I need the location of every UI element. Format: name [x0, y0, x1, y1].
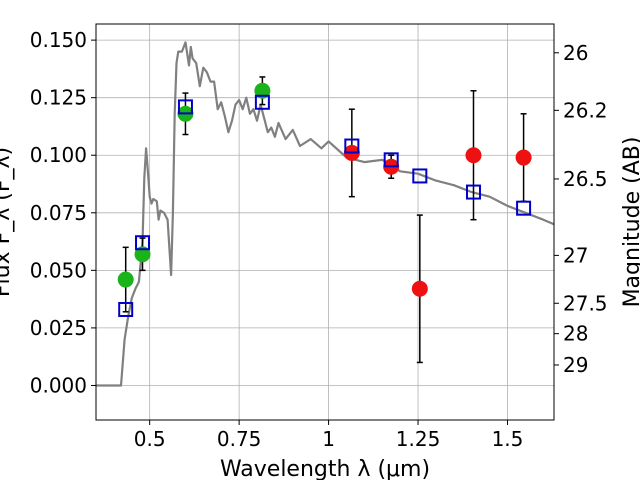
- y-tick-label: 0.025: [30, 316, 87, 340]
- x-tick-label: 1: [322, 427, 335, 451]
- model-spectrum-layer: [96, 41, 555, 387]
- data-point-square: [383, 152, 399, 168]
- data-point-square: [118, 301, 134, 317]
- y-axis-ticks: 0.000 0.025 0.050 0.075 0.100 0.125 0.150: [30, 28, 96, 397]
- grid-lines: [96, 24, 554, 420]
- right-tick-label: 29: [563, 353, 588, 377]
- data-point-circle: [254, 82, 271, 99]
- data-point-circle: [134, 246, 151, 263]
- markers-layer: [117, 82, 532, 317]
- right-axis-ticks: 26 26.2 26.5 27 27.5 28 29: [554, 41, 608, 377]
- data-point-circle: [411, 280, 428, 297]
- y-tick-label: 0.075: [30, 201, 87, 225]
- x-tick-label: 0.5: [134, 427, 166, 451]
- y-axis-title: Flux F_λ (F_λ): [0, 147, 15, 297]
- data-point-square: [135, 235, 151, 251]
- model-spectrum-line: [96, 41, 555, 387]
- y-tick-label: 0.000: [30, 373, 87, 397]
- data-point-square: [344, 138, 360, 154]
- data-point-square: [465, 184, 481, 200]
- data-point-square: [177, 99, 193, 115]
- data-point-circle: [465, 147, 482, 164]
- data-point-square: [412, 168, 428, 184]
- right-tick-label: 26.2: [563, 98, 608, 122]
- data-point-square: [254, 94, 270, 110]
- right-tick-label: 27: [563, 243, 588, 267]
- y-tick-label: 0.050: [30, 258, 87, 282]
- data-point-circle: [515, 149, 532, 166]
- y-tick-label: 0.150: [30, 28, 87, 52]
- data-point-circle: [117, 271, 134, 288]
- x-axis-ticks: 0.5 0.75 1 1.25 1.5: [134, 420, 524, 451]
- x-axis-title: Wavelength λ (μm): [220, 457, 430, 480]
- x-tick-label: 0.75: [217, 427, 262, 451]
- right-tick-label: 27.5: [563, 291, 608, 315]
- y-tick-label: 0.100: [30, 143, 87, 167]
- data-point-square: [516, 200, 532, 216]
- plot-frame: [95, 23, 555, 421]
- x-tick-label: 1.25: [396, 427, 441, 451]
- right-tick-label: 26.5: [563, 167, 608, 191]
- right-tick-label: 28: [563, 322, 588, 346]
- right-tick-label: 26: [563, 41, 588, 65]
- y-tick-label: 0.125: [30, 86, 87, 110]
- x-tick-label: 1.5: [492, 427, 524, 451]
- right-axis-title: Magnitude (AB): [620, 137, 640, 308]
